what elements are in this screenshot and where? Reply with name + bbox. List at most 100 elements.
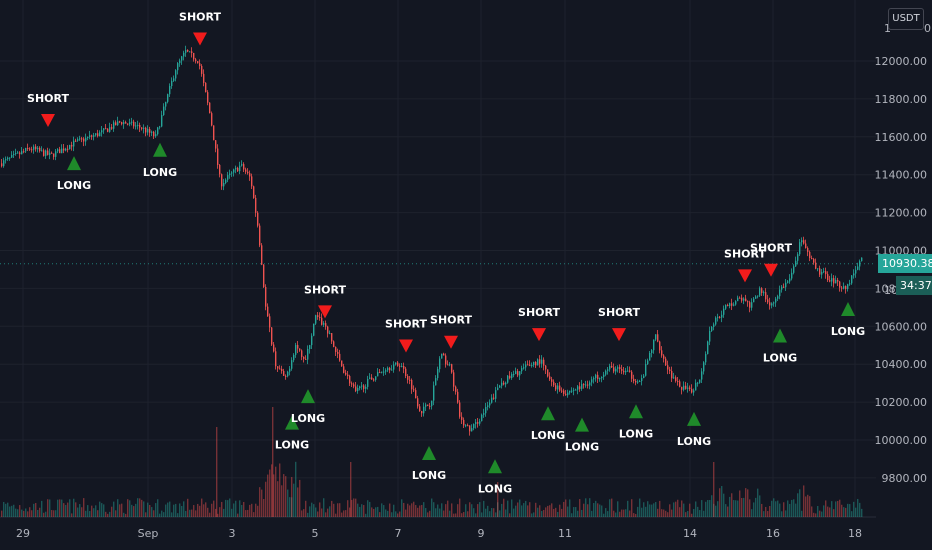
y-tick-label: 10000.00 <box>875 434 928 447</box>
candle-body <box>427 404 429 406</box>
candle-body <box>419 406 421 412</box>
candle-body <box>795 260 797 267</box>
volume-bar <box>137 498 139 517</box>
x-tick-label: 16 <box>766 527 780 540</box>
candle-body <box>401 365 403 367</box>
volume-bar <box>89 511 91 517</box>
volume-bar <box>350 462 352 517</box>
volume-bar <box>663 509 665 517</box>
volume-bar <box>347 500 349 517</box>
candle-body <box>75 140 77 142</box>
candle-body <box>745 298 747 302</box>
volume-bar <box>149 504 151 517</box>
candle-body <box>485 406 487 414</box>
volume-bar <box>363 505 365 517</box>
candle-body <box>83 138 85 142</box>
volume-bar <box>307 512 309 517</box>
volume-bar <box>837 500 839 517</box>
price-axis[interactable]: 12000.00 11800.00 11600.00 11400.00 11200.00… <box>875 22 932 485</box>
volume-bar <box>45 511 47 517</box>
volume-bar <box>107 513 109 517</box>
volume-bar <box>657 508 659 517</box>
volume-bar <box>211 503 213 517</box>
candle-body <box>571 390 573 392</box>
candle-body <box>163 106 165 116</box>
volume-bar <box>601 505 603 517</box>
candle-body <box>655 334 657 340</box>
candle-body <box>87 136 89 138</box>
candle-body <box>627 370 629 372</box>
candle-body <box>535 361 537 366</box>
volume-bar <box>175 503 177 517</box>
volume-bar <box>569 499 571 517</box>
candle-body <box>55 151 57 157</box>
y-tick-label: 10600.00 <box>875 320 928 333</box>
candle-body <box>805 243 807 248</box>
long-signal-label: LONG <box>143 166 177 179</box>
volume-bar <box>29 507 31 517</box>
long-signal-marker <box>541 406 555 421</box>
candle-body <box>521 368 523 372</box>
volume-bar <box>715 505 717 517</box>
volume-bar <box>745 488 747 517</box>
volume-bar <box>91 505 93 517</box>
candle-body <box>321 317 323 325</box>
volume-bar <box>623 509 625 517</box>
volume-bar <box>327 508 329 517</box>
candle-body <box>19 152 21 155</box>
volume-bar <box>459 498 461 517</box>
candle-body <box>593 378 595 380</box>
volume-bar <box>497 502 499 517</box>
candle-body <box>269 316 271 328</box>
volume-bar <box>331 500 333 517</box>
candle-body <box>407 376 409 380</box>
candle-body <box>551 379 553 382</box>
volume-bar <box>525 500 527 517</box>
long-signal-marker <box>687 411 701 426</box>
volume-bar <box>319 502 321 517</box>
volume-bar <box>409 505 411 517</box>
time-axis[interactable]: 29 Sep 3 5 7 9 11 14 16 18 <box>16 527 862 540</box>
trade-signals: SHORTLONGLONGSHORTLONGLONGSHORTSHORTLONG… <box>27 11 865 496</box>
candle-body <box>151 131 153 133</box>
candle-body <box>7 157 9 160</box>
volume-bar <box>171 512 173 517</box>
volume-bar <box>191 509 193 517</box>
candle-body <box>213 125 215 141</box>
volume-bar <box>59 499 61 517</box>
volume-bar <box>695 501 697 517</box>
volume-bar <box>539 505 541 517</box>
long-signal-marker <box>841 301 855 316</box>
short-signal-label: SHORT <box>518 306 560 319</box>
volume-bar <box>27 511 29 517</box>
candle-body <box>463 419 465 426</box>
candle-body <box>391 369 393 371</box>
currency-unit-label[interactable]: USDT <box>888 8 924 30</box>
long-signal-label: LONG <box>275 439 309 452</box>
candle-body <box>23 151 25 153</box>
candle-body <box>375 376 377 380</box>
short-signal-marker <box>444 335 458 349</box>
volume-bar <box>195 510 197 517</box>
volume-bar <box>507 500 509 517</box>
volume-bar <box>17 509 19 517</box>
volume-bar <box>165 504 167 517</box>
candle-body <box>589 382 591 386</box>
candle-body <box>219 164 221 175</box>
candle-body <box>839 281 841 288</box>
candle-body <box>295 344 297 355</box>
candle-body <box>667 365 669 370</box>
candle-body <box>617 367 619 369</box>
candle-body <box>237 167 239 172</box>
candle-body <box>733 304 735 306</box>
volume-bar <box>515 505 517 517</box>
volume-bar <box>671 509 673 517</box>
candle-body <box>129 122 131 125</box>
candle-body <box>383 371 385 373</box>
candle-body <box>541 359 543 364</box>
volume-bar <box>591 510 593 517</box>
short-signal-marker <box>399 339 413 353</box>
volume-bar <box>565 499 567 517</box>
candle-body <box>61 148 63 154</box>
